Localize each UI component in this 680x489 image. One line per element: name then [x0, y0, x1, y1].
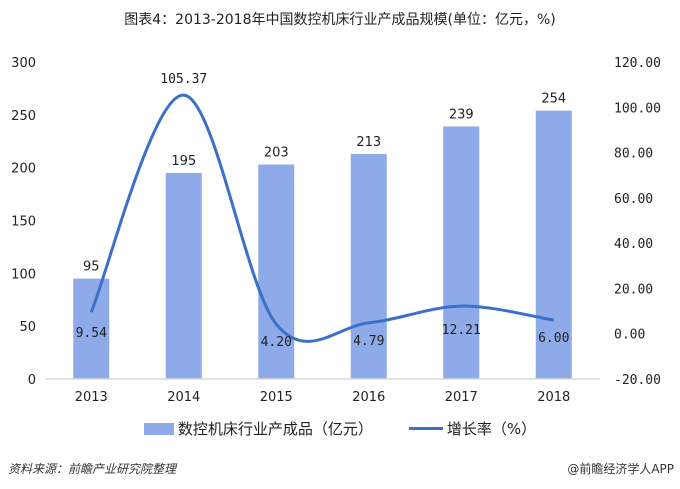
right-axis-tick: 20.00 [614, 282, 653, 297]
legend-label-bar: 数控机床行业产成品（亿元） [177, 420, 373, 438]
legend-swatch-line [408, 427, 443, 430]
line-data-label: 9.54 [76, 326, 107, 341]
x-axis-tick: 2018 [537, 390, 570, 405]
left-axis-tick: 100 [11, 267, 36, 282]
growth-line [89, 93, 554, 343]
x-axis-tick: 2017 [445, 390, 478, 405]
left-axis-tick: 0 [28, 373, 36, 388]
right-axis-tick: -20.00 [614, 373, 661, 388]
line-data-label: 12.21 [442, 323, 481, 338]
credit: @前瞻经济学人APP [567, 462, 674, 476]
x-axis-tick: 2014 [167, 390, 200, 405]
bar [165, 172, 202, 379]
left-axis-tick: 200 [11, 162, 36, 177]
right-axis-tick: 120.00 [614, 56, 661, 71]
line-data-label: 6.00 [538, 331, 569, 346]
bar [258, 164, 295, 379]
x-axis-tick: 2015 [260, 390, 293, 405]
right-axis-tick: 60.00 [614, 192, 653, 207]
bar [350, 153, 387, 379]
x-axis-tick: 2013 [75, 390, 108, 405]
left-axis-tick: 150 [11, 215, 36, 230]
right-axis-tick: 0.00 [614, 328, 645, 343]
left-axis-tick: 300 [11, 56, 36, 71]
legend-label-line: 增长率（%） [446, 420, 537, 438]
bar-data-label: 95 [83, 260, 100, 275]
left-axis-tick: 50 [19, 320, 36, 335]
bar-data-label: 239 [449, 107, 474, 122]
line-data-label: 4.79 [353, 334, 384, 349]
legend: 数控机床行业产成品（亿元） 增长率（%） [0, 418, 680, 439]
bar [535, 110, 572, 380]
right-axis-tick: 40.00 [614, 237, 653, 252]
legend-swatch-bar [143, 422, 174, 435]
legend-item-line: 增长率（%） [408, 418, 537, 439]
bar-data-label: 203 [264, 145, 289, 160]
bar [443, 126, 480, 379]
x-axis-tick: 2016 [352, 390, 385, 405]
bar-data-label: 195 [171, 154, 196, 169]
bar-data-label: 254 [541, 92, 566, 107]
right-axis-tick: 100.00 [614, 101, 661, 116]
source-note: 资料来源：前瞻产业研究院整理 [8, 462, 177, 476]
line-data-label: 105.37 [160, 72, 207, 87]
right-axis-tick: 80.00 [614, 147, 653, 162]
left-axis-tick: 250 [11, 109, 36, 124]
legend-item-bar: 数控机床行业产成品（亿元） [143, 418, 373, 439]
bar-data-label: 213 [356, 135, 381, 150]
chart-title: 图表4：2013-2018年中国数控机床行业产成品规模(单位：亿元，%) [124, 12, 556, 28]
bar [73, 278, 110, 379]
line-data-label: 4.20 [261, 335, 292, 350]
